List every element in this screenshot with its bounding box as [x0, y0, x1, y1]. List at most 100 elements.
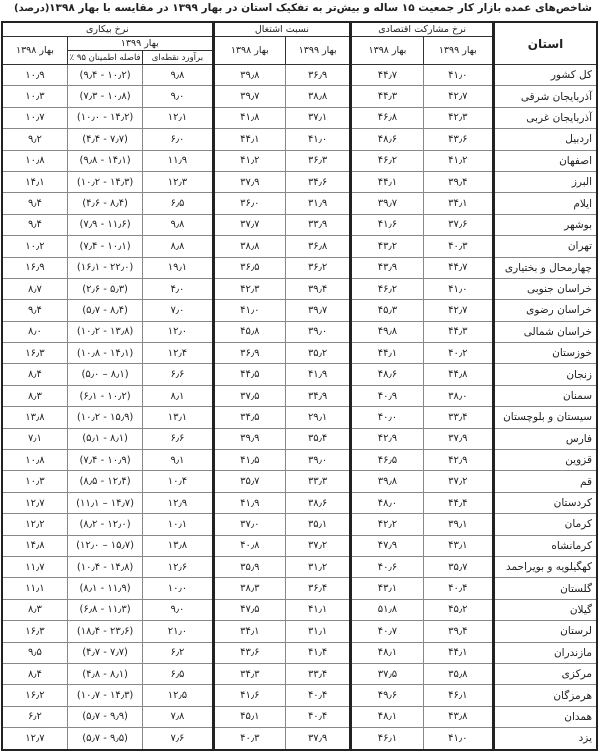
cell-employment-1399: ۳۴٫۶: [284, 170, 352, 194]
cell-employment-1398: ۴۱٫۲: [211, 149, 286, 172]
cell-province: خراسان جنوبی: [491, 277, 598, 301]
cell-unemployment-ci: (۱۰٫۸ - ۱۴٫۱): [66, 342, 144, 365]
table-row: یزد ۴۱٫۰ ۴۶٫۱ ۳۷٫۹ ۴۰٫۳ ۷٫۶ (۵٫۷ - ۹٫۵) ۱۲٫۷: [1, 727, 598, 750]
cell-participation-1399: ۴۲٫۷: [422, 299, 494, 322]
cell-unemployment-1398: ۶٫۲: [1, 705, 68, 729]
cell-employment-1398: ۳۴٫۳: [211, 662, 286, 686]
cell-unemployment-ci: (۸٫۱ - ۱۱٫۹): [66, 577, 144, 600]
table-row: مرکزی ۳۵٫۸ ۳۷٫۵ ۳۳٫۴ ۳۴٫۳ ۶٫۵ (۴٫۸ - ۸٫۱) ۸٫۴: [1, 662, 598, 686]
cell-unemployment-ci: (۵٫۱ - ۸٫۱): [66, 427, 144, 451]
cell-participation-1399: ۳۸٫۰: [422, 384, 494, 408]
cell-province: خراسان رضوی: [491, 299, 598, 322]
cell-employment-1399: ۳۱٫۲: [284, 555, 352, 579]
cell-unemployment-1398: ۷٫۱: [1, 427, 68, 451]
cell-unemployment-ci: (۷٫۴ - ۱۰٫۱): [66, 235, 144, 258]
cell-unemployment-ci: (۱۰٫۲ - ۱۵٫۹): [66, 406, 144, 429]
cell-participation-1399: ۴۱٫۰: [422, 277, 494, 301]
header-unemployment-1399: بهار ۱۳۹۹: [66, 36, 214, 51]
table-row: اصفهان ۴۱٫۲ ۴۶٫۲ ۳۶٫۳ ۴۱٫۲ ۱۱٫۹ (۹٫۸ - ۱۴٫۱) ۱۰…: [1, 149, 598, 172]
cell-employment-1399: ۳۳٫۹: [284, 213, 352, 237]
cell-employment-1399: ۳۱٫۹: [284, 192, 352, 215]
cell-employment-1399: ۳۶٫۹: [284, 63, 352, 87]
table-row: اردبیل ۴۳٫۶ ۴۸٫۶ ۴۱٫۰ ۴۴٫۱ ۶٫۰ (۴٫۴ - ۷٫۷) ۹٫۲: [1, 128, 598, 151]
cell-unemployment-point: ۱۹٫۱: [142, 256, 214, 279]
cell-participation-1398: ۴۸٫۱: [349, 705, 424, 729]
cell-employment-1398: ۴۱٫۶: [211, 684, 286, 707]
cell-participation-1398: ۴۳٫۲: [349, 235, 424, 258]
cell-unemployment-ci: (۵٫۰ – ۸٫۱): [66, 363, 144, 386]
cell-participation-1398: ۴۸٫۶: [349, 128, 424, 151]
cell-employment-1399: ۳۶٫۸: [284, 235, 352, 258]
cell-participation-1399: ۳۵٫۷: [422, 555, 494, 579]
cell-unemployment-ci: (۱۰٫۴ - ۱۴٫۸): [66, 555, 144, 579]
cell-unemployment-ci: (۹٫۴ - ۱۰٫۲): [66, 63, 144, 87]
cell-employment-1399: ۳۷٫۲: [284, 534, 352, 557]
cell-unemployment-point: ۶٫۶: [142, 427, 214, 451]
cell-unemployment-1398: ۱۱٫۷: [1, 555, 68, 579]
cell-unemployment-1398: ۱۱٫۱: [1, 577, 68, 600]
cell-unemployment-1398: ۱۰٫۳: [1, 85, 68, 108]
cell-province: چهارمحال و بختیاری: [491, 256, 598, 279]
table-row: گیلان ۴۵٫۲ ۵۱٫۸ ۴۱٫۱ ۴۷٫۵ ۹٫۰ (۶٫۸ - ۱۱٫۳) ۸٫۳: [1, 598, 598, 622]
cell-participation-1399: ۴۱٫۰: [422, 63, 494, 87]
cell-participation-1399: ۴۰٫۴: [422, 577, 494, 600]
cell-employment-1398: ۳۸٫۳: [211, 577, 286, 600]
cell-unemployment-ci: (۶٫۸ - ۱۱٫۳): [66, 598, 144, 622]
cell-unemployment-ci: (۱۲٫۰ – ۱۵٫۷): [66, 534, 144, 557]
table-row: قم ۳۷٫۲ ۳۹٫۸ ۳۳٫۳ ۳۵٫۷ ۱۰٫۴ (۸٫۵ - ۱۲٫۴) ۱۰٫۳: [1, 470, 598, 493]
cell-unemployment-1398: ۱۰٫۸: [1, 149, 68, 172]
header-participation: نرخ مشارکت اقتصادی: [349, 21, 494, 37]
cell-unemployment-point: ۱۳٫۱: [142, 406, 214, 429]
cell-employment-1399: ۳۳٫۴: [284, 662, 352, 686]
cell-employment-1399: ۳۶٫۲: [284, 256, 352, 279]
table-row: هرمزگان ۴۶٫۱ ۴۹٫۶ ۴۰٫۴ ۴۱٫۶ ۱۲٫۵ (۱۰٫۷ - ۱۴٫۳)…: [1, 684, 598, 707]
table-row: کهگیلویه و بویراحمد ۳۵٫۷ ۴۰٫۶ ۳۱٫۲ ۳۵٫۹ ۱۲٫۶(…: [1, 555, 598, 579]
header-unemployment: نرخ بیکاری: [1, 21, 214, 37]
cell-province: اصفهان: [491, 149, 598, 172]
cell-province: فارس: [491, 427, 598, 451]
cell-employment-1398: ۳۹٫۸: [211, 63, 286, 87]
cell-unemployment-ci: (۴٫۷ - ۷٫۷): [66, 641, 144, 664]
cell-participation-1399: ۴۵٫۲: [422, 598, 494, 622]
cell-employment-1398: ۴۱٫۵: [211, 449, 286, 472]
cell-employment-1399: ۳۳٫۳: [284, 470, 352, 493]
table-row: تهران ۴۰٫۳ ۴۳٫۲ ۳۶٫۸ ۳۸٫۸ ۸٫۸ (۷٫۴ - ۱۰٫۱) ۱۰٫۲: [1, 235, 598, 258]
cell-unemployment-ci: (۴٫۴ - ۷٫۷): [66, 128, 144, 151]
cell-unemployment-ci: (۴٫۶ - ۸٫۴): [66, 192, 144, 215]
labor-market-table: استان نرخ مشارکت اقتصادی نسبت اشتغال نرخ…: [1, 21, 598, 751]
cell-unemployment-1398: ۱۶٫۲: [1, 684, 68, 707]
cell-province: اردبیل: [491, 128, 598, 151]
cell-participation-1399: ۳۷٫۲: [422, 470, 494, 493]
cell-province: خراسان شمالی: [491, 320, 598, 344]
cell-participation-1399: ۳۷٫۶: [422, 213, 494, 237]
cell-employment-1399: ۴۱٫۹: [284, 363, 352, 386]
cell-unemployment-1398: ۱۶٫۳: [1, 620, 68, 643]
table-row: کرمانشاه ۴۳٫۱ ۴۷٫۹ ۳۷٫۲ ۴۰٫۸ ۱۳٫۸ (۱۲٫۰ – ۱۵٫۷…: [1, 534, 598, 557]
header-unemployment-1398: بهار ۱۳۹۸: [1, 36, 68, 65]
cell-participation-1398: ۴۰٫۹: [349, 384, 424, 408]
table-row: مازندران ۴۴٫۱ ۴۸٫۱ ۴۱٫۴ ۴۳٫۶ ۶٫۲ (۴٫۷ - ۷٫۷) ۹٫…: [1, 641, 598, 664]
cell-employment-1399: ۳۸٫۸: [284, 85, 352, 108]
cell-participation-1398: ۴۹٫۶: [349, 684, 424, 707]
cell-employment-1399: ۴۱٫۴: [284, 641, 352, 664]
cell-province: کل کشور: [491, 63, 598, 87]
cell-employment-1398: ۳۵٫۹: [211, 555, 286, 579]
cell-participation-1398: ۴۰٫۶: [349, 555, 424, 579]
cell-unemployment-ci: (۱۸٫۴ - ۲۳٫۶): [66, 620, 144, 643]
cell-province: ایلام: [491, 192, 598, 215]
cell-participation-1399: ۳۵٫۸: [422, 662, 494, 686]
header-province: استان: [491, 21, 598, 65]
table-row: چهارمحال و بختیاری ۴۴٫۷ ۴۳٫۹ ۳۶٫۲ ۳۶٫۵ ۱۹٫۱ (۱…: [1, 256, 598, 279]
cell-province: هرمزگان: [491, 684, 598, 707]
cell-employment-1399: ۳۶٫۴: [284, 577, 352, 600]
cell-employment-1398: ۴۱٫۹: [211, 491, 286, 515]
cell-unemployment-1398: ۱۰٫۸: [1, 449, 68, 472]
cell-unemployment-point: ۱۲٫۹: [142, 491, 214, 515]
cell-participation-1398: ۴۹٫۸: [349, 320, 424, 344]
cell-employment-1399: ۴۱٫۰: [284, 128, 352, 151]
table-body: کل کشور ۴۱٫۰ ۴۴٫۷ ۳۶٫۹ ۳۹٫۸ ۹٫۸ (۹٫۴ - ۱۰٫۲) ۱۰…: [1, 63, 598, 750]
cell-unemployment-ci: (۱۰٫۷ - ۱۴٫۳): [66, 684, 144, 707]
cell-unemployment-ci: (۱۶٫۱ - ۲۲٫۰): [66, 256, 144, 279]
cell-province: سیستان و بلوچستان: [491, 406, 598, 429]
cell-unemployment-1398: ۱۴٫۸: [1, 534, 68, 557]
